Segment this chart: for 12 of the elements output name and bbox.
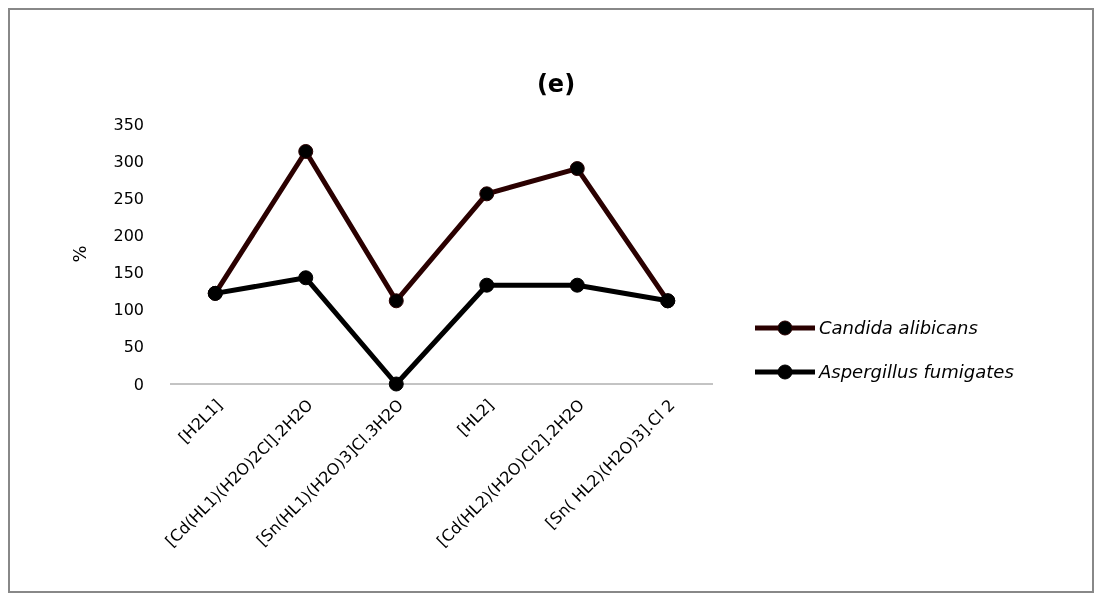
chart-title: (e) (536, 70, 576, 98)
y-tick-label: 300 (113, 151, 144, 171)
y-tick-label: 350 (113, 114, 144, 134)
y-tick-label: 200 (113, 226, 144, 246)
y-tick-label: 250 (113, 188, 144, 208)
legend-label: Candida alibicans (819, 317, 978, 339)
y-axis-title: % (69, 245, 90, 263)
legend-label: Aspergillus fumigates (818, 361, 1014, 383)
y-tick-label: 50 (123, 337, 144, 357)
y-tick-label: 100 (113, 300, 144, 320)
y-tick-label: 0 (133, 374, 144, 394)
y-tick-label: 150 (113, 263, 144, 283)
